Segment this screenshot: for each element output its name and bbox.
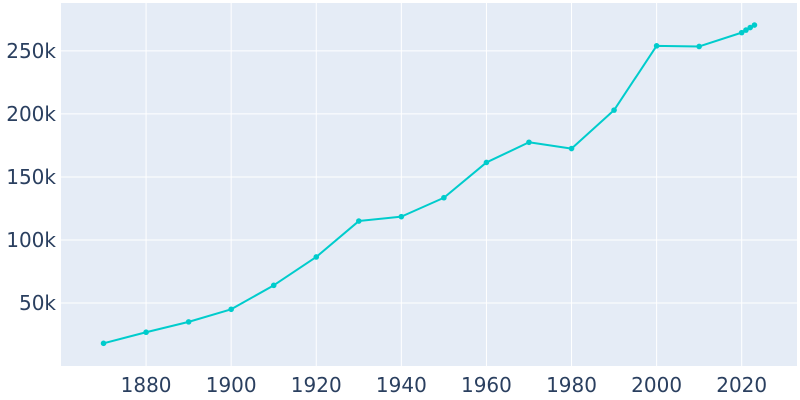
x-tick-label: 1960 (461, 373, 512, 397)
x-axis-ticks: 1880 1900 1920 1940 1960 1980 2000 2020 (121, 373, 768, 397)
data-points (100, 22, 758, 347)
x-tick-label: 2000 (631, 373, 682, 397)
data-point (100, 340, 107, 347)
x-tick-label: 2020 (716, 373, 767, 397)
data-point (143, 329, 149, 336)
y-tick-label: 150k (6, 165, 56, 189)
y-tick-label: 100k (6, 228, 56, 252)
plot-background (61, 3, 797, 366)
data-point (751, 22, 758, 28)
data-point (747, 24, 754, 31)
data-point (356, 218, 362, 224)
data-point (228, 306, 234, 313)
data-point (611, 107, 617, 113)
data-point (270, 282, 277, 289)
x-tick-label: 1980 (546, 373, 597, 397)
data-point (568, 145, 575, 152)
x-tick-label: 1940 (376, 373, 427, 397)
y-axis-ticks: 50k 100k 150k 200k 250k (6, 39, 56, 315)
x-tick-label: 1900 (206, 373, 257, 397)
data-point (398, 213, 405, 220)
x-tick-label: 1920 (291, 373, 342, 397)
data-point (483, 159, 490, 166)
data-point (441, 194, 447, 201)
y-tick-label: 200k (6, 102, 56, 126)
data-point (738, 29, 745, 36)
data-point (653, 43, 660, 49)
data-point (313, 254, 320, 260)
x-tick-label: 1880 (121, 373, 172, 397)
grid-lines (61, 3, 797, 366)
data-point (696, 43, 702, 50)
y-tick-label: 250k (6, 39, 56, 63)
data-point (526, 139, 532, 146)
data-point (185, 319, 192, 325)
data-point (743, 27, 749, 33)
y-tick-label: 50k (19, 291, 56, 315)
